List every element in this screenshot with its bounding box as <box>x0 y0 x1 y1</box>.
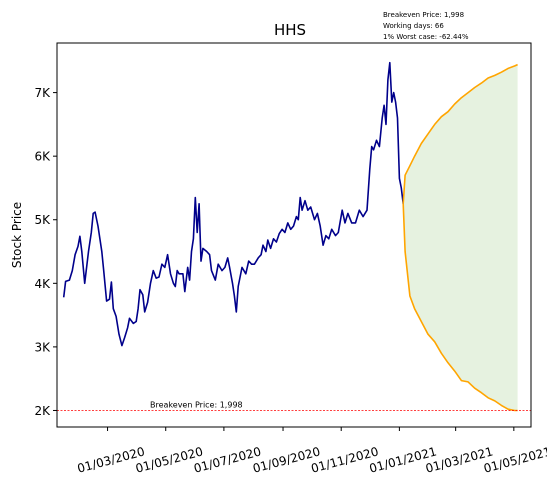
y-tick-label: 7K <box>34 86 51 100</box>
series-line-lower-projection <box>402 203 518 412</box>
y-axis-label: Stock Price <box>10 202 24 268</box>
y-tick-label: 3K <box>34 340 51 354</box>
series-line-historical <box>62 61 404 347</box>
breakeven-label: Breakeven Price: 1,998 <box>150 401 243 410</box>
info-breakeven: Breakeven Price: 1,998 <box>383 11 464 19</box>
y-tick-label: 6K <box>34 150 51 164</box>
info-block: Breakeven Price: 1,998 Working days: 66 … <box>383 11 469 41</box>
info-worst-case: 1% Worst case: -62.44% <box>383 33 469 41</box>
y-tick-label: 4K <box>34 277 51 291</box>
plot-area: Breakeven Price: 1,998 <box>57 61 531 412</box>
y-tick-label: 5K <box>34 213 51 227</box>
chart-title: HHS <box>274 21 306 39</box>
series-line-upper-projection <box>402 63 518 204</box>
projection-band <box>403 64 518 411</box>
plot-frame <box>56 42 532 428</box>
x-tick-label: 01/07/2020 <box>192 444 262 475</box>
info-working-days: Working days: 66 <box>383 22 444 30</box>
y-tick-label: 2K <box>34 404 51 418</box>
